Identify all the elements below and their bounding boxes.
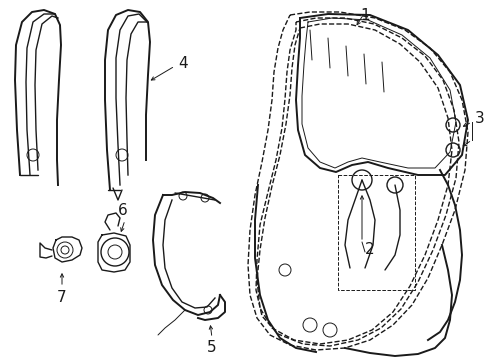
Text: 1: 1 (360, 8, 369, 23)
Text: 2: 2 (365, 243, 374, 257)
Text: 6: 6 (118, 203, 127, 218)
Text: 7: 7 (57, 290, 67, 305)
Text: 3: 3 (474, 111, 484, 126)
Text: 4: 4 (178, 55, 187, 71)
Text: 5: 5 (207, 340, 216, 355)
